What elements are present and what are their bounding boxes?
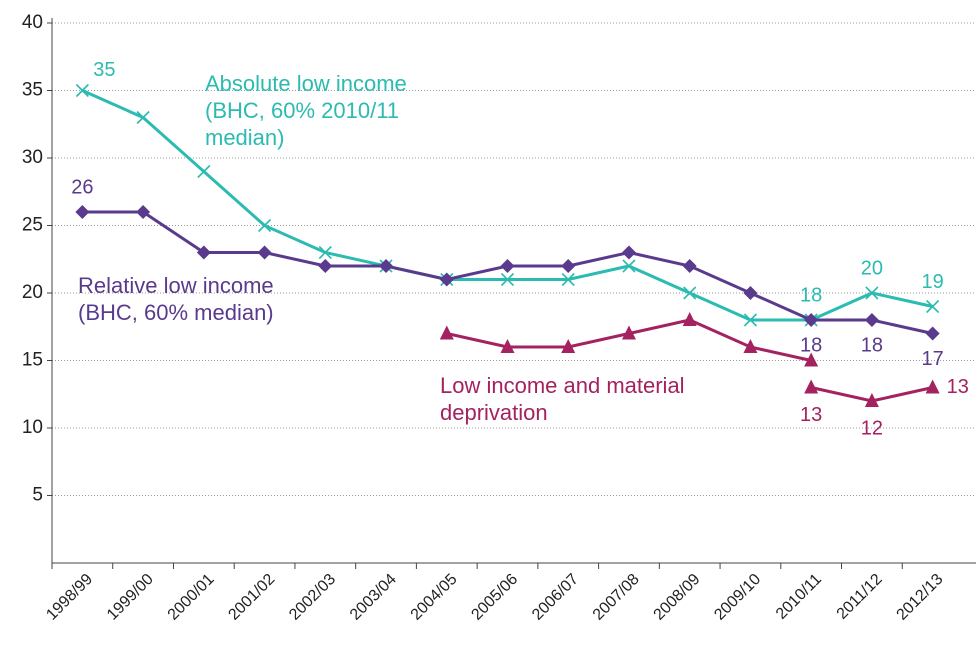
marker bbox=[743, 313, 757, 327]
data-label: 12 bbox=[861, 417, 883, 439]
marker bbox=[804, 379, 819, 394]
marker bbox=[926, 299, 940, 314]
data-label: 26 bbox=[71, 176, 93, 198]
series-label: Relative low income (BHC, 60% median) bbox=[78, 273, 274, 325]
data-label: 35 bbox=[93, 59, 115, 81]
y-tick-label: 40 bbox=[22, 12, 43, 33]
x-tick-label: 2007/08 bbox=[590, 571, 643, 624]
x-tick-label: 2006/07 bbox=[529, 571, 582, 624]
marker bbox=[75, 205, 90, 219]
y-tick-label: 5 bbox=[32, 485, 43, 506]
marker bbox=[561, 339, 576, 353]
marker bbox=[925, 326, 940, 341]
y-tick-label: 20 bbox=[22, 282, 43, 303]
data-label: 13 bbox=[800, 404, 822, 426]
marker bbox=[622, 259, 636, 273]
data-label: 18 bbox=[800, 284, 822, 306]
y-tick-label: 10 bbox=[22, 417, 43, 438]
marker bbox=[925, 379, 940, 394]
marker bbox=[500, 339, 515, 353]
series-label: Absolute low income (BHC, 60% 2010/11 me… bbox=[205, 71, 407, 150]
marker bbox=[864, 313, 879, 327]
data-label: 19 bbox=[922, 271, 944, 293]
marker bbox=[864, 393, 879, 407]
x-tick-label: 2009/10 bbox=[711, 571, 764, 624]
marker bbox=[682, 312, 697, 326]
marker bbox=[439, 325, 454, 340]
x-tick-label: 2000/01 bbox=[165, 571, 218, 624]
x-tick-label: 2011/12 bbox=[834, 571, 886, 623]
marker bbox=[318, 245, 332, 260]
marker bbox=[804, 313, 819, 327]
y-tick-label: 30 bbox=[22, 147, 43, 168]
data-label: 13 bbox=[947, 376, 969, 398]
data-label: 18 bbox=[861, 334, 883, 356]
marker bbox=[561, 272, 575, 287]
marker bbox=[318, 259, 333, 273]
x-tick-label: 1999/00 bbox=[104, 571, 157, 624]
y-tick-label: 15 bbox=[22, 350, 43, 371]
marker bbox=[197, 164, 211, 179]
x-tick-label: 2005/06 bbox=[468, 571, 521, 624]
data-label: 17 bbox=[922, 348, 944, 370]
y-tick-label: 25 bbox=[22, 215, 43, 236]
marker bbox=[561, 259, 576, 273]
marker bbox=[865, 286, 879, 300]
x-tick-label: 2002/03 bbox=[286, 571, 339, 624]
y-tick-label: 35 bbox=[22, 80, 43, 101]
series-label: Low income and material deprivation bbox=[440, 373, 685, 425]
marker bbox=[683, 286, 697, 300]
marker bbox=[621, 245, 636, 260]
data-label: 20 bbox=[861, 257, 883, 279]
marker bbox=[136, 205, 151, 219]
marker bbox=[682, 259, 697, 273]
marker bbox=[621, 325, 636, 340]
marker bbox=[379, 259, 394, 273]
marker bbox=[500, 259, 515, 273]
x-tick-label: 2010/11 bbox=[773, 571, 825, 623]
marker bbox=[439, 272, 454, 287]
marker bbox=[258, 218, 272, 233]
marker bbox=[196, 245, 211, 260]
x-tick-label: 1998/99 bbox=[43, 571, 96, 624]
marker bbox=[136, 110, 150, 125]
x-tick-label: 2008/09 bbox=[651, 571, 704, 624]
x-tick-label: 2004/05 bbox=[408, 571, 461, 624]
marker bbox=[743, 339, 758, 353]
x-tick-label: 2003/04 bbox=[347, 571, 400, 624]
marker bbox=[257, 245, 272, 260]
marker bbox=[500, 272, 515, 287]
marker bbox=[75, 83, 89, 98]
marker bbox=[743, 286, 758, 300]
x-tick-label: 2012/13 bbox=[894, 571, 947, 624]
marker bbox=[804, 352, 819, 367]
x-tick-label: 2001/02 bbox=[225, 571, 278, 624]
data-label: 18 bbox=[800, 334, 822, 356]
